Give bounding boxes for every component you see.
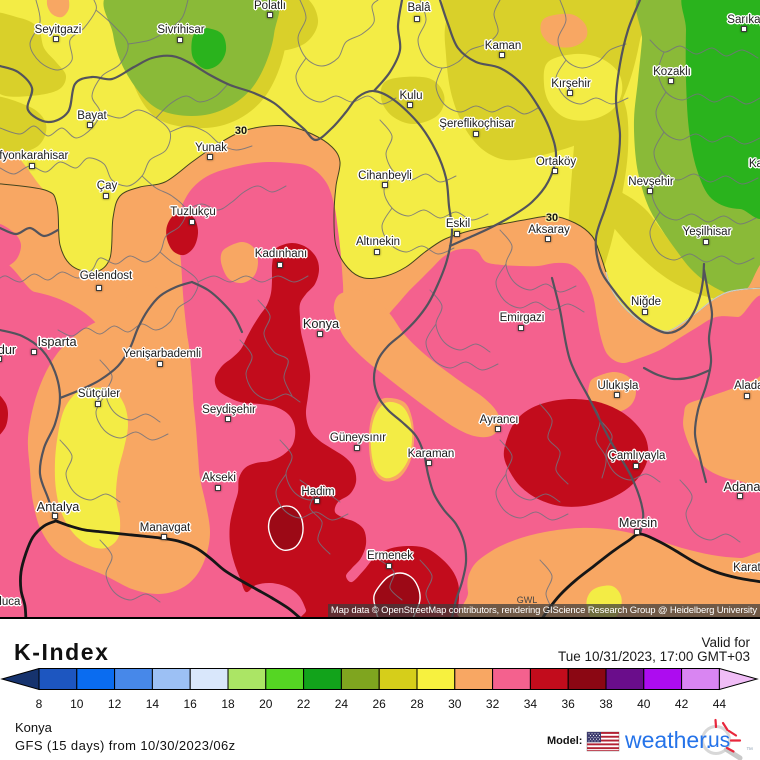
svg-text:™: ™ [746,747,753,754]
svg-text:weather.: weather. [624,727,712,753]
svg-text:us: us [708,729,730,752]
